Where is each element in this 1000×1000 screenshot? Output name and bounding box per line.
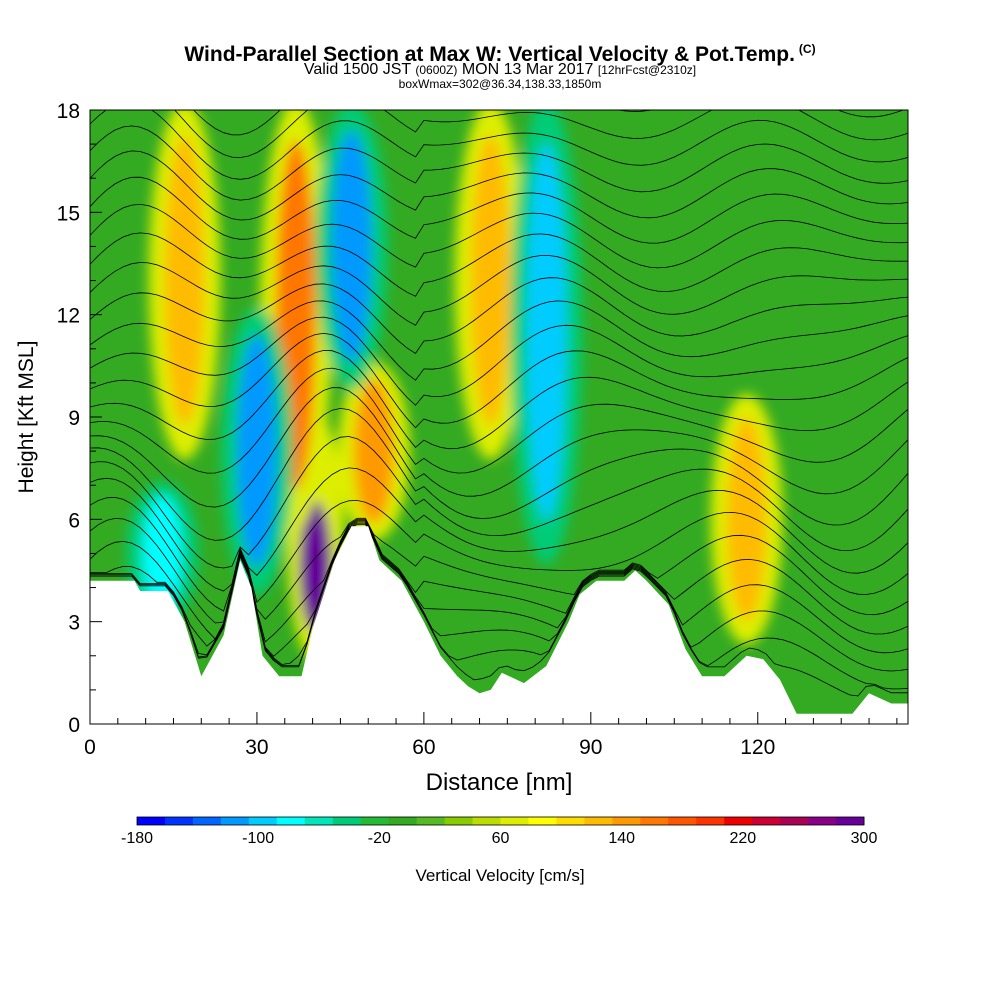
colorbar-tick-label: -180 [121,830,153,847]
theta-contour-line [90,300,908,381]
colorbar-swatch [500,817,529,825]
colorbar-swatch [332,817,362,825]
x-tick-label: 90 [579,736,602,759]
theta-contour-line [90,150,908,221]
theta-contour-line [90,110,908,180]
theta-contour-line [90,387,908,508]
theta-contours [90,110,908,697]
velocity-core [236,335,277,568]
colorbar-frame [136,816,865,826]
theta-contour-line [90,203,908,269]
colorbar-swatch [137,817,166,825]
y-tick-label: 15 [57,202,80,225]
colorbar-tick-label: 60 [492,830,510,847]
theta-contour-line [90,407,908,541]
colorbar-tick-label: 220 [729,830,756,847]
velocity-core [164,135,205,426]
theta-contour-line [90,316,908,406]
colorbar-swatch [192,817,222,825]
theta-contour-line [90,436,908,569]
terrain-mask [90,526,908,724]
y-tick-label: 12 [57,305,80,328]
colorbar-swatch [528,817,557,825]
x-tick-label: 120 [740,736,775,759]
colorbar: -180 -100 -20 60 140 220 300 [121,816,878,847]
y-tick-label: 9 [68,407,80,430]
colorbar-swatch [836,817,865,825]
colorbar-swatch [248,817,278,825]
colorbar-swatch [164,817,194,825]
theta-contour-line [90,349,908,450]
velocity-core [526,143,567,521]
colorbar-swatch [808,817,837,825]
theta-contour-line [90,176,908,244]
theta-contour-line [90,232,908,297]
colorbar-swatch [444,817,474,825]
velocity-core [470,135,511,426]
valid-time: Valid 1500 JST [303,61,411,78]
x-tick-label: 0 [84,736,96,759]
colorbar-tick-label: -100 [242,830,274,847]
theta-contour-line [90,517,908,624]
theta-contour-line [90,255,908,326]
valid-utc: (0600Z) [415,63,458,77]
colorbar-swatch [220,817,250,825]
colorbar-tick-label: 300 [851,830,878,847]
colorbar-swatch [640,817,669,825]
theta-contour-line [90,467,908,592]
theta-contour-line [90,496,908,612]
colorbar-swatch [276,817,306,825]
chart-title-text: Wind-Parallel Section at Max W: Vertical… [184,43,795,66]
theta-contour-line [193,110,905,136]
colorbar-tick-label: -20 [368,830,391,847]
copyright-mark: (C) [798,42,816,56]
colorbar-swatch [472,817,501,825]
colorbar-swatch [612,817,641,825]
x-axis: 0 30 60 90 120 [84,712,898,759]
valid-date: MON 13 Mar 2017 [461,61,594,78]
colorbar-swatch [556,817,585,825]
colorbar-swatch [696,817,725,825]
y-axis: 0 3 6 9 12 15 18 [57,100,102,737]
colorbar-swatch [668,817,697,825]
forecast-info: [12hrFcst@2310z] [597,63,697,77]
theta-contour-line [174,110,908,159]
colorbar-swatch [724,817,753,825]
colorbar-swatch [360,817,390,825]
y-tick-label: 18 [57,100,80,123]
y-axis-label: Height [Kft MSL] [15,341,38,494]
y-tick-label: 3 [68,612,80,635]
theta-contour-line [90,367,908,474]
colorbar-tick-label: 140 [608,830,635,847]
colorbar-label: Vertical Velocity [cm/s] [415,866,584,885]
y-tick-label: 0 [68,714,80,737]
colorbar-swatch [416,817,446,825]
box-wmax-info: boxWmax=302@36.34,138.33,1850m [398,77,602,91]
chart-subtitle: Valid 1500 JST (0600Z) MON 13 Mar 2017 [… [0,61,1000,79]
colorbar-swatch [584,817,613,825]
y-tick-label: 6 [68,509,80,532]
x-tick-label: 60 [412,736,435,759]
chart-title: Wind-Parallel Section at Max W: Vertical… [0,37,1000,67]
colorbar-swatch [388,817,418,825]
colorbar-swatch [780,817,809,825]
theta-contour-line [90,332,908,429]
theta-contour-line [90,125,908,201]
velocity-core [726,417,767,621]
plot-area [90,110,908,724]
x-axis-label: Distance [nm] [426,769,573,796]
x-tick-label: 30 [245,736,268,759]
theta-contour-line [90,277,908,354]
colorbar-swatch [304,817,334,825]
colorbar-swatch [752,817,781,825]
